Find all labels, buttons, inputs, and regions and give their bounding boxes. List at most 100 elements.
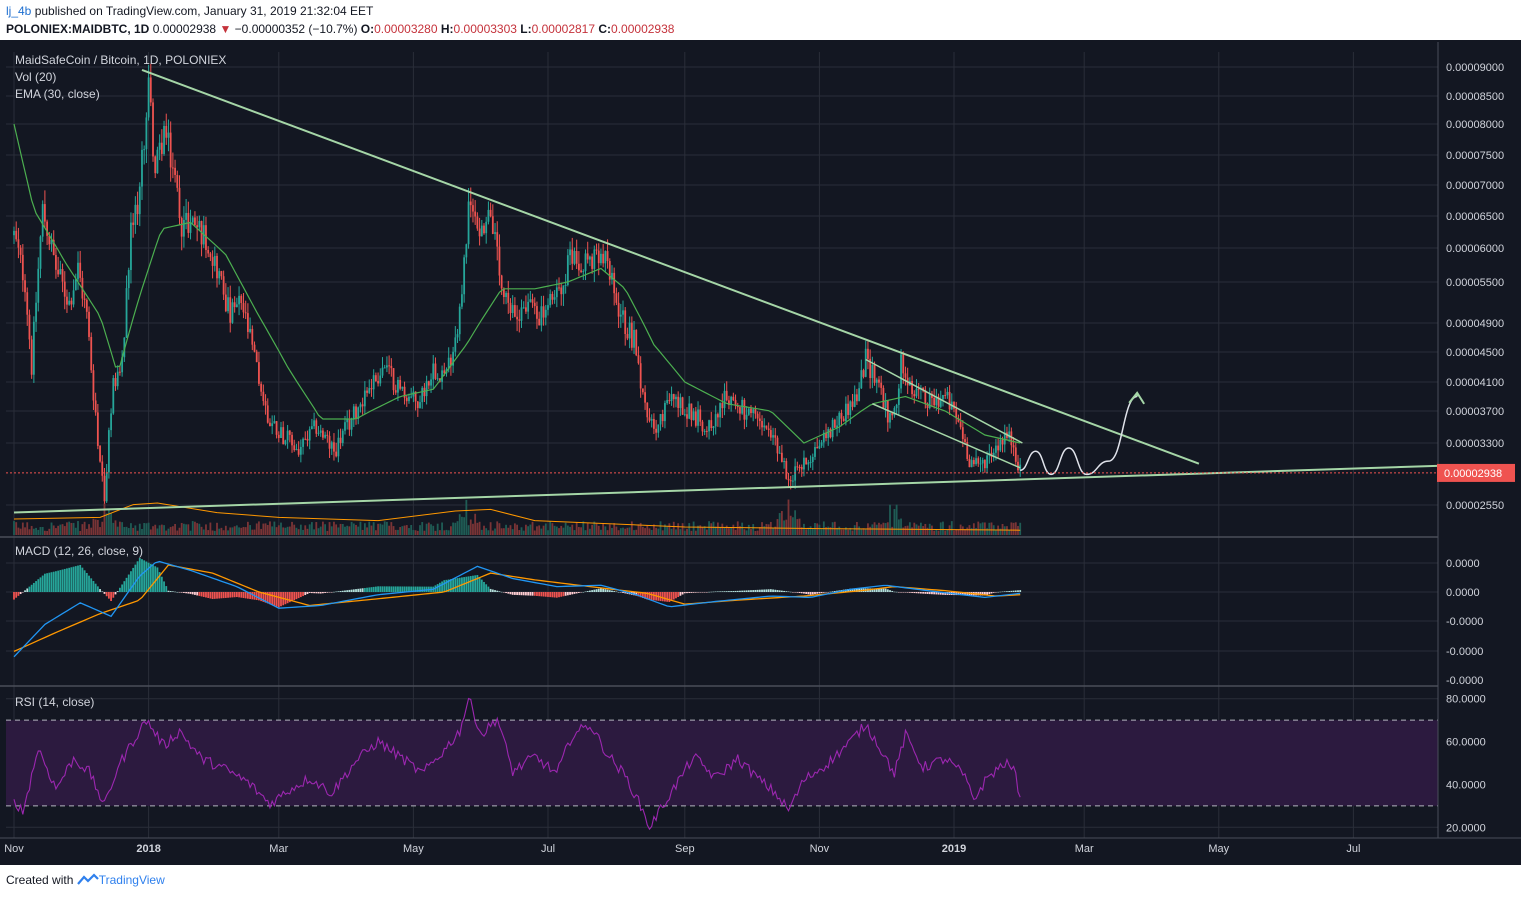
candle-body xyxy=(310,426,313,430)
macd-histogram-bar xyxy=(573,592,576,594)
candle-body xyxy=(57,269,60,275)
macd-histogram-bar xyxy=(377,586,379,592)
volume-bar xyxy=(1003,526,1006,535)
volume-bar xyxy=(975,527,977,535)
candle-body xyxy=(686,414,688,419)
macd-histogram-bar xyxy=(692,592,695,593)
candle-body xyxy=(74,279,77,291)
volume-bar xyxy=(613,523,616,535)
macd-histogram-bar xyxy=(273,592,276,606)
candle-body xyxy=(48,235,51,245)
volume-bar xyxy=(187,524,190,535)
candle-body xyxy=(617,302,620,317)
candle-body xyxy=(119,371,121,373)
macd-histogram-bar xyxy=(79,564,82,592)
macd-histogram-bar xyxy=(933,592,936,595)
macd-histogram-bar xyxy=(884,588,887,592)
volume-bar xyxy=(646,525,649,535)
macd-histogram-bar xyxy=(575,592,578,594)
candle-body xyxy=(937,396,940,407)
candle-body xyxy=(867,348,869,359)
time-axis-tick-label: Nov xyxy=(4,843,24,855)
author-link[interactable]: lj_4b xyxy=(6,4,32,18)
candle-body xyxy=(220,271,223,277)
macd-histogram-bar xyxy=(900,592,902,593)
candle-body xyxy=(889,412,891,423)
volume-bar xyxy=(379,523,382,535)
rsi-legend: RSI (14, close) xyxy=(15,695,94,709)
macd-histogram-bar xyxy=(992,592,995,593)
volume-bar xyxy=(827,526,830,535)
candle-body xyxy=(944,395,947,397)
macd-histogram-bar xyxy=(613,591,616,592)
macd-histogram-bar xyxy=(593,589,596,592)
volume-bar xyxy=(262,523,265,535)
macd-histogram-bar xyxy=(772,589,774,592)
macd-histogram-bar xyxy=(218,592,221,599)
macd-histogram-bar xyxy=(458,577,461,592)
macd-histogram-bar xyxy=(913,592,916,594)
tradingview-link[interactable]: TradingView xyxy=(98,873,165,887)
overlays xyxy=(6,68,1453,514)
macd-histogram-bar xyxy=(705,592,708,593)
macd-histogram-bar xyxy=(600,588,602,592)
volume-bar xyxy=(628,527,631,535)
volume-bar xyxy=(602,523,605,535)
volume-bar xyxy=(231,527,234,535)
volume-bar xyxy=(573,530,576,535)
candle-body xyxy=(43,204,46,222)
candle-body xyxy=(467,201,470,245)
volume-bar xyxy=(670,528,673,535)
rsi-axis-tick-label: 20.0000 xyxy=(1446,822,1486,834)
macd-histogram-bar xyxy=(995,592,997,593)
candle-body xyxy=(750,408,752,414)
candle-body xyxy=(494,232,496,234)
candle-body xyxy=(622,310,624,315)
macd-histogram-bar xyxy=(670,592,673,601)
macd-histogram-bar xyxy=(262,592,265,602)
candle-body xyxy=(235,304,238,308)
volume-bar xyxy=(948,525,951,535)
volume-bar xyxy=(107,509,110,535)
volume-bar xyxy=(659,521,662,535)
price-axis-tick-label: 0.00009000 xyxy=(1446,62,1504,74)
candle-body xyxy=(809,462,812,464)
last-price-tag xyxy=(1437,463,1515,482)
candle-body xyxy=(39,236,42,269)
chart-canvas[interactable]: 0.00009000 0.00008500 0.00008000 0.00007500… xyxy=(0,40,1521,865)
candle-body xyxy=(562,285,565,295)
macd-histogram-bar xyxy=(622,592,624,593)
macd-histogram-bar xyxy=(317,592,320,594)
macd-histogram-bar xyxy=(30,584,33,592)
volume-bar xyxy=(597,525,600,535)
macd-histogram-bar xyxy=(522,592,525,596)
macd-histogram-bar xyxy=(564,592,567,596)
candle-body xyxy=(672,394,675,400)
volume-bar xyxy=(405,525,408,535)
volume-bar xyxy=(705,529,708,535)
candle-body xyxy=(569,249,571,256)
volume-bar xyxy=(657,528,660,535)
candle-body xyxy=(160,142,163,154)
candle-body xyxy=(836,425,838,428)
volume-bar xyxy=(339,523,342,535)
volume-bar xyxy=(297,529,300,535)
volume-bar xyxy=(518,530,521,535)
volume-bar xyxy=(536,526,538,535)
volume-bar xyxy=(964,529,966,535)
volume-bar xyxy=(820,529,823,535)
volume-bar xyxy=(419,525,421,535)
volume-bar xyxy=(672,521,675,535)
macd-histogram-bar xyxy=(924,592,927,594)
candle-body xyxy=(105,472,108,502)
candle-body xyxy=(447,357,450,370)
volume-bar xyxy=(386,521,388,535)
candle-body xyxy=(381,367,384,376)
macd-histogram-bar xyxy=(472,575,474,592)
macd-histogram-bar xyxy=(251,592,254,600)
macd-histogram-bar xyxy=(194,592,196,595)
macd-histogram-bar xyxy=(942,592,944,595)
volume-bar xyxy=(491,530,494,535)
volume-bar xyxy=(937,530,940,535)
volume-bar xyxy=(154,524,157,535)
